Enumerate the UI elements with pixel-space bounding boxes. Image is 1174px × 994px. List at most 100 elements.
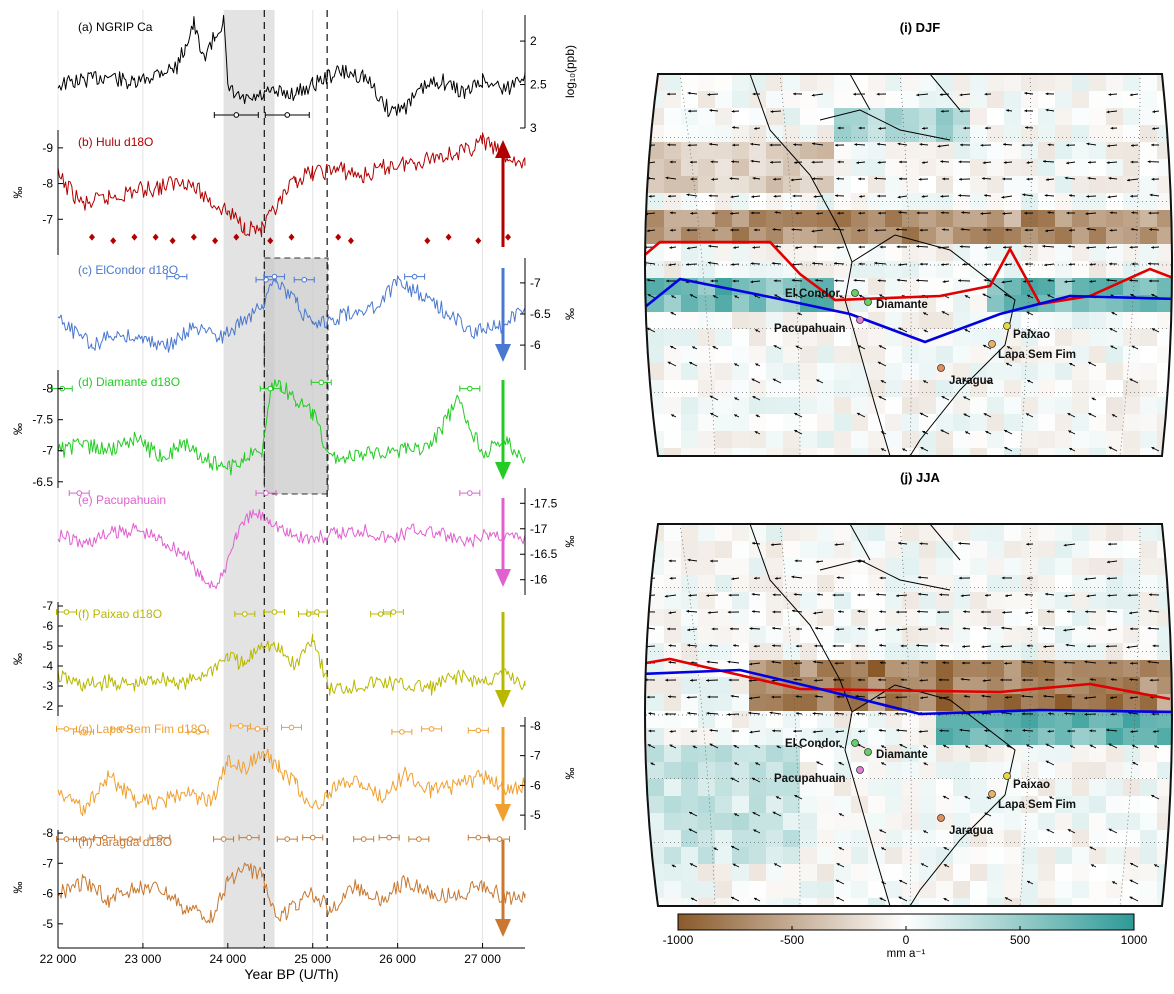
heatmap-cell (766, 397, 783, 414)
wind-vector-head (984, 126, 988, 130)
heatmap-cell (936, 193, 953, 210)
wind-vector-head (690, 177, 694, 181)
heatmap-cell (1072, 864, 1089, 881)
heatmap-cell (987, 558, 1004, 575)
wind-vector-head (981, 694, 985, 698)
heatmap-cell (868, 397, 885, 414)
heatmap-cell (698, 745, 715, 762)
heatmap-cell (698, 830, 715, 847)
heatmap-cell (987, 125, 1004, 142)
heatmap-cell (749, 694, 766, 711)
heatmap-cell (1004, 830, 1021, 847)
heatmap-cell (698, 558, 715, 575)
y-tick-label: -6.5 (530, 307, 551, 321)
wind-vector-head (960, 677, 964, 681)
wind-vector-head (920, 661, 924, 665)
wind-vector-head (648, 194, 652, 198)
wind-vector-head (666, 279, 669, 283)
heatmap-cell (732, 346, 749, 363)
heatmap-cell (987, 541, 1004, 558)
heatmap-cell (1123, 363, 1140, 380)
age-marker (127, 836, 133, 842)
heatmap-cell (987, 193, 1004, 210)
series-line-b (57, 132, 526, 238)
heatmap-cell (681, 295, 698, 312)
heatmap-cell (868, 626, 885, 643)
heatmap-cell (902, 210, 919, 227)
heatmap-cell (902, 448, 919, 456)
heatmap-cell (970, 210, 987, 227)
heatmap-cell (885, 346, 902, 363)
map-title: (j) JJA (900, 470, 940, 485)
heatmap-cell (987, 643, 1004, 660)
heatmap-cell (919, 524, 936, 541)
heatmap-cell (953, 745, 970, 762)
heatmap-cell (885, 609, 902, 626)
heatmap-cell (885, 762, 902, 779)
wind-vector-head (982, 293, 986, 297)
heatmap-cell (1055, 830, 1072, 847)
map-frame (644, 523, 1173, 907)
heatmap-cell (885, 397, 902, 414)
age-marker (88, 233, 95, 241)
heatmap-cell (698, 210, 715, 227)
heatmap-cell (800, 329, 817, 346)
heatmap-cell (749, 745, 766, 762)
heatmap-cell (919, 312, 936, 329)
wind-vector-head (732, 126, 735, 130)
heatmap-cell (1123, 524, 1140, 541)
heatmap-cell (953, 881, 970, 898)
heatmap-cell (1157, 881, 1172, 898)
heatmap-cell (1072, 125, 1089, 142)
wind-vector-head (963, 396, 967, 400)
heatmap-cell (1140, 227, 1157, 244)
wind-vector-head (879, 576, 883, 580)
age-marker (505, 233, 512, 241)
wind-vector-head (875, 628, 878, 632)
wind-vector-head (707, 611, 711, 615)
wind-vector-head (939, 696, 942, 700)
wind-vector-head (1108, 661, 1111, 665)
heatmap-cell (1004, 898, 1021, 906)
y-tick-label: -7 (42, 212, 53, 226)
heatmap-cell (851, 210, 868, 227)
wind-vector-head (791, 278, 795, 282)
wind-vector-head (1042, 626, 1046, 630)
heatmap-cell (1055, 626, 1072, 643)
colorbar-unit: mm a⁻¹ (887, 948, 926, 960)
heatmap-cell (817, 728, 834, 745)
heatmap-cell (1106, 363, 1123, 380)
heatmap-cell (1157, 193, 1172, 210)
heatmap-cell (664, 295, 681, 312)
wind-vector-head (958, 541, 962, 545)
heatmap-cell (645, 864, 647, 881)
site-marker (856, 766, 864, 774)
wind-vector-head (874, 261, 877, 265)
heatmap-cell (800, 363, 817, 380)
heatmap-cell (698, 448, 715, 456)
wind-vector-head (1066, 678, 1070, 681)
wind-vector-head (1003, 161, 1007, 164)
heatmap-cell (1038, 558, 1055, 575)
heatmap-cell (1106, 210, 1123, 227)
heatmap-cell (970, 295, 987, 312)
heatmap-cell (970, 898, 987, 906)
heatmap-cell (698, 397, 715, 414)
heatmap-cell (970, 864, 987, 881)
wind-vector-head (730, 212, 733, 215)
heatmap-cell (936, 524, 953, 541)
heatmap-cell (1021, 244, 1038, 261)
heatmap-cell (715, 864, 732, 881)
heatmap-cell (851, 575, 868, 592)
heatmap-cell (919, 227, 936, 244)
wind-vector-head (816, 593, 820, 596)
heatmap-cell (664, 762, 681, 779)
wind-vector-head (1089, 846, 1093, 850)
coastline (851, 684, 1016, 906)
heatmap-cell (645, 125, 647, 142)
wind-vector-head (772, 378, 776, 382)
heatmap-cell (766, 762, 783, 779)
heatmap-cell (749, 711, 766, 728)
heatmap-cell (1021, 643, 1038, 660)
heatmap-cell (1021, 609, 1038, 626)
